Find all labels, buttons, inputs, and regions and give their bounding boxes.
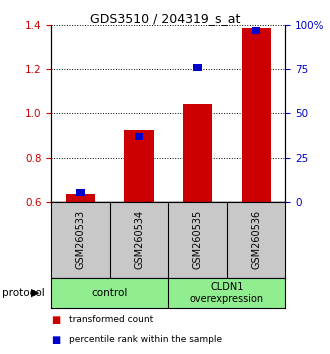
Bar [193,64,202,71]
Text: ■: ■ [51,335,60,345]
Bar [66,194,95,202]
Bar [252,27,260,34]
Bar [124,130,154,202]
Text: transformed count: transformed count [69,315,153,324]
Text: GSM260534: GSM260534 [134,210,144,269]
Text: percentile rank within the sample: percentile rank within the sample [69,335,222,344]
Text: GSM260536: GSM260536 [251,210,261,269]
Text: ■: ■ [51,315,60,325]
Bar [183,104,212,202]
Text: protocol: protocol [2,288,45,298]
Bar [76,189,84,196]
Text: control: control [91,288,128,298]
Bar [242,28,271,202]
Text: ▶: ▶ [31,288,39,298]
Text: GSM260533: GSM260533 [76,210,85,269]
Text: GDS3510 / 204319_s_at: GDS3510 / 204319_s_at [90,12,240,25]
Text: CLDN1
overexpression: CLDN1 overexpression [190,282,264,304]
Bar [135,133,143,140]
Text: GSM260535: GSM260535 [193,210,203,269]
